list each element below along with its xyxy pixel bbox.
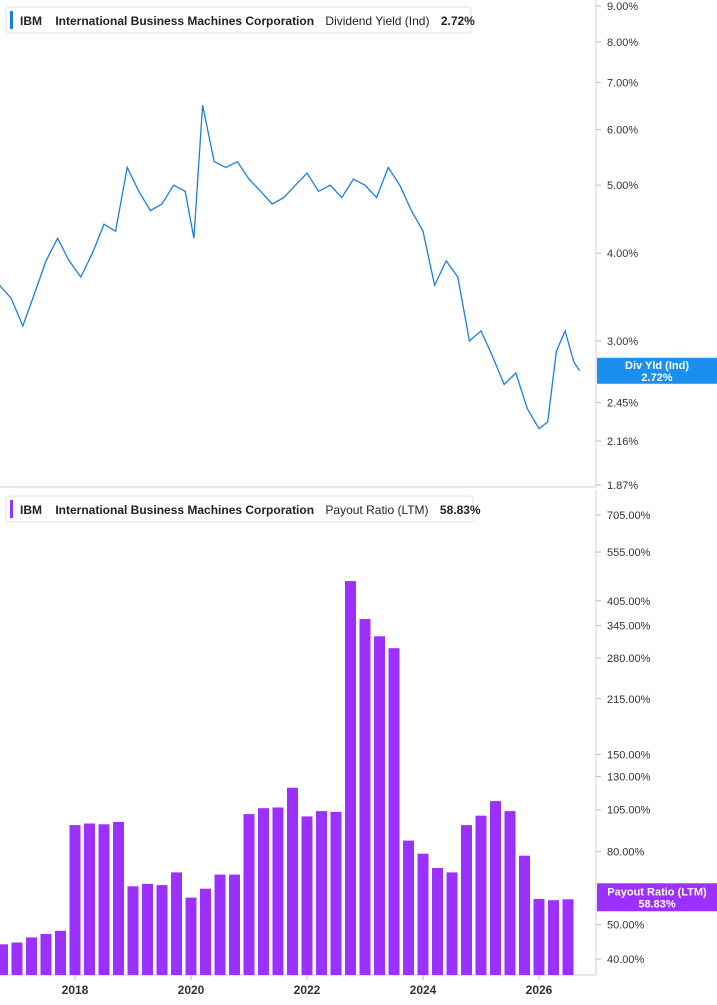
payout-ratio-bar <box>69 825 81 975</box>
payout-ratio-bar <box>475 815 487 975</box>
top-legend-color-bar <box>10 11 13 29</box>
top-y-tick-label: 3.00% <box>607 336 638 348</box>
payout-ratio-bar <box>98 824 110 975</box>
payout-ratio-bar <box>55 930 66 975</box>
x-tick-label: 2018 <box>62 983 89 997</box>
bottom-legend-box <box>5 495 474 523</box>
top-chart-legend: IBM International Business Machines Corp… <box>5 6 475 34</box>
top-y-tick-label: 6.00% <box>607 125 638 137</box>
bottom-legend-value: 58.83% <box>440 503 481 517</box>
svg-text:IBM International Busine: IBM International Business Machines Corp… <box>20 503 481 517</box>
payout-ratio-bar <box>345 581 356 975</box>
payout-ratio-bar <box>432 868 443 975</box>
payout-ratio-bar <box>374 636 385 975</box>
bottom-legend-company: International Business Machines Corporat… <box>55 503 314 517</box>
svg-text:IBM International Busine: IBM International Business Machines Corp… <box>20 14 475 28</box>
bottom-legend-metric: Payout Ratio (LTM) <box>325 503 428 517</box>
payout-ratio-bar <box>359 619 371 975</box>
top-y-tick-label: 7.00% <box>607 78 638 90</box>
payout-ratio-bar <box>127 886 139 975</box>
x-axis-ticks: 2018 2020 2022 2024 2026 <box>62 975 553 997</box>
bottom-legend-ticker: IBM <box>20 503 42 517</box>
payout-ratio-bar <box>26 937 37 975</box>
bottom-y-tick-label: 150.00% <box>607 749 651 761</box>
payout-ratio-bar <box>11 942 23 975</box>
bottom-chart-y-ticks: 705.00% 555.00% 405.00% 345.00% 280.00% 215.0… <box>596 510 651 966</box>
bottom-y-tick-label: 40.00% <box>607 954 645 966</box>
payout-ratio-badge-label: Payout Ratio (LTM) <box>607 886 707 898</box>
x-tick-label: 2024 <box>410 983 437 997</box>
payout-ratio-bar <box>330 811 342 975</box>
bottom-y-tick-label: 280.00% <box>607 653 651 665</box>
payout-ratio-bar <box>0 944 8 975</box>
dividend-yield-badge-bg <box>597 357 717 384</box>
top-y-tick-label: 9.00% <box>607 1 638 13</box>
bottom-y-tick-label: 130.00% <box>607 772 651 784</box>
top-legend-metric: Dividend Yield (Ind) <box>325 14 429 28</box>
bottom-y-tick-label: 705.00% <box>607 510 651 522</box>
payout-ratio-bar <box>214 874 226 975</box>
dividend-yield-badge: Div Yld (Ind) 2.72% <box>597 357 717 384</box>
x-tick-label: 2020 <box>178 983 205 997</box>
payout-ratio-bar <box>504 811 516 975</box>
payout-ratio-badge: Payout Ratio (LTM) 58.83% <box>597 883 717 912</box>
payout-ratio-bar <box>40 934 52 975</box>
dividend-yield-line <box>0 105 581 430</box>
payout-ratio-bar <box>171 872 182 975</box>
payout-ratio-bar <box>142 883 153 975</box>
payout-ratio-bar <box>446 872 458 975</box>
payout-ratio-bar <box>301 816 313 975</box>
dividend-yield-badge-label: Div Yld (Ind) <box>625 360 689 372</box>
payout-ratio-bar <box>287 787 298 975</box>
payout-ratio-bar <box>84 823 95 975</box>
payout-ratio-bar <box>272 807 284 975</box>
bottom-chart-legend: IBM International Business Machines Corp… <box>5 495 481 523</box>
payout-ratio-bar <box>113 821 124 975</box>
payout-ratio-bar <box>243 814 255 975</box>
bottom-y-tick-label: 80.00% <box>607 847 645 859</box>
payout-ratio-bar <box>490 801 501 975</box>
x-tick-label: 2026 <box>526 983 553 997</box>
bottom-y-tick-label: 555.00% <box>607 547 651 559</box>
bottom-legend-color-bar <box>10 500 13 518</box>
payout-ratio-bar <box>388 648 400 975</box>
payout-ratio-bar <box>548 900 559 975</box>
bottom-y-tick-label: 215.00% <box>607 694 651 706</box>
dividend-yield-badge-value: 2.72% <box>641 372 672 384</box>
top-y-tick-label: 4.00% <box>607 248 638 260</box>
top-y-tick-label: 5.00% <box>607 180 638 192</box>
top-y-tick-label: 1.87% <box>607 480 638 492</box>
payout-ratio-bar <box>403 840 414 975</box>
top-y-tick-label: 8.00% <box>607 37 638 49</box>
top-chart-y-ticks: 9.00% 8.00% 7.00% 6.00% 5.00% 4.00% 3.00% 2.45%… <box>596 1 638 492</box>
x-tick-label: 2022 <box>294 983 321 997</box>
payout-ratio-bars <box>0 581 574 975</box>
top-legend-ticker: IBM <box>20 14 42 28</box>
payout-ratio-bar <box>229 874 240 975</box>
top-legend-value: 2.72% <box>441 14 475 28</box>
bottom-y-tick-label: 105.00% <box>607 805 651 817</box>
top-legend-box <box>5 6 472 34</box>
payout-ratio-badge-value: 58.83% <box>638 898 676 910</box>
top-y-tick-label: 2.45% <box>607 398 638 410</box>
payout-ratio-bar <box>200 888 211 975</box>
bottom-y-tick-label: 345.00% <box>607 621 651 633</box>
payout-ratio-bar <box>156 885 168 975</box>
payout-ratio-bar <box>258 808 269 975</box>
bottom-y-tick-label: 50.00% <box>607 919 645 931</box>
top-legend-company: International Business Machines Corporat… <box>55 14 314 28</box>
payout-ratio-bar <box>185 897 197 975</box>
bottom-y-tick-label: 405.00% <box>607 596 651 608</box>
top-y-tick-label: 2.16% <box>607 436 638 448</box>
payout-ratio-bar <box>417 853 429 975</box>
payout-ratio-bar <box>562 899 574 975</box>
payout-ratio-bar <box>533 898 545 975</box>
payout-ratio-bar <box>316 811 327 975</box>
payout-ratio-bar <box>519 855 530 975</box>
payout-ratio-badge-bg <box>597 883 717 912</box>
payout-ratio-bar <box>461 825 472 975</box>
